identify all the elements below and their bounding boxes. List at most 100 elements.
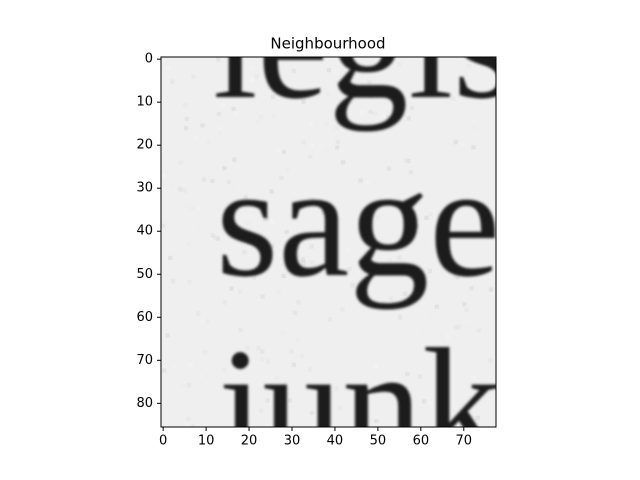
noise	[476, 328, 482, 333]
y-tick-label: 30	[136, 181, 153, 196]
noise	[220, 184, 226, 189]
noise	[340, 307, 345, 312]
noise	[165, 65, 171, 70]
noise	[460, 267, 465, 272]
image-word: sage	[216, 132, 500, 310]
noise	[291, 68, 296, 74]
noise	[318, 144, 323, 149]
noise	[301, 99, 306, 104]
noise	[258, 408, 264, 413]
noise	[210, 233, 216, 238]
noise	[403, 291, 408, 296]
noise	[431, 353, 437, 359]
noise	[205, 101, 211, 106]
noise	[217, 125, 222, 131]
noise	[181, 384, 186, 389]
noise	[340, 160, 346, 165]
noise	[284, 229, 289, 235]
noise	[217, 70, 222, 76]
noise	[380, 128, 385, 134]
y-tick-label: 70	[136, 353, 153, 368]
y-tick-label: 0	[145, 52, 153, 67]
noise	[326, 67, 332, 73]
noise	[373, 363, 379, 369]
noise	[471, 145, 476, 150]
noise	[256, 346, 261, 351]
noise	[238, 327, 243, 333]
noise	[186, 416, 191, 422]
noise	[417, 87, 422, 93]
noise	[488, 58, 494, 64]
noise	[333, 70, 338, 75]
noise	[453, 139, 459, 144]
noise	[279, 175, 284, 181]
axes-frame	[160, 56, 497, 428]
noise	[186, 241, 191, 246]
noise	[183, 125, 189, 131]
noise	[365, 180, 370, 185]
noise	[255, 120, 260, 125]
noise	[260, 294, 265, 299]
noise	[484, 384, 490, 390]
noise	[310, 143, 315, 148]
noise	[309, 122, 314, 127]
noise	[436, 213, 442, 218]
noise	[245, 232, 251, 237]
noise	[324, 122, 329, 127]
noise	[326, 146, 331, 151]
noise	[427, 268, 432, 274]
noise	[274, 376, 280, 381]
noise	[381, 269, 386, 275]
noise	[308, 367, 313, 372]
noise	[426, 66, 431, 71]
noise	[183, 204, 188, 209]
noise	[196, 206, 201, 212]
noise	[161, 173, 166, 179]
noise	[170, 279, 176, 284]
noise	[464, 307, 469, 313]
noise	[202, 350, 208, 355]
noise	[337, 252, 342, 257]
noise	[254, 302, 259, 307]
noise	[205, 373, 211, 379]
y-tick-label: 10	[136, 95, 153, 110]
noise	[397, 62, 402, 67]
noise	[368, 258, 373, 263]
noise	[386, 166, 392, 171]
noise	[308, 154, 313, 160]
noise	[249, 66, 254, 71]
noise	[291, 362, 297, 367]
noise	[301, 140, 306, 145]
noise	[308, 88, 314, 94]
noise	[242, 250, 247, 255]
noise	[313, 261, 319, 267]
noise	[301, 260, 306, 265]
noise	[280, 330, 286, 336]
noise	[265, 359, 270, 364]
noise	[472, 125, 477, 130]
noise	[278, 165, 283, 170]
y-tick-label: 20	[136, 138, 153, 153]
noise	[417, 374, 423, 379]
noise	[337, 212, 343, 218]
noise	[196, 311, 201, 316]
noise	[285, 167, 290, 172]
noise	[337, 405, 343, 411]
noise	[309, 260, 314, 265]
noise	[470, 223, 476, 228]
x-tick-label: 60	[413, 434, 430, 449]
noise	[321, 210, 326, 215]
noise	[427, 313, 432, 318]
noise	[424, 215, 429, 220]
noise	[195, 224, 200, 230]
noise	[259, 356, 265, 361]
noise	[233, 273, 238, 279]
x-tick-label: 30	[284, 434, 301, 449]
noise	[249, 78, 254, 83]
noise	[230, 184, 236, 190]
noise	[253, 237, 258, 243]
noise	[414, 224, 419, 229]
noise	[482, 380, 488, 385]
noise	[367, 80, 372, 85]
